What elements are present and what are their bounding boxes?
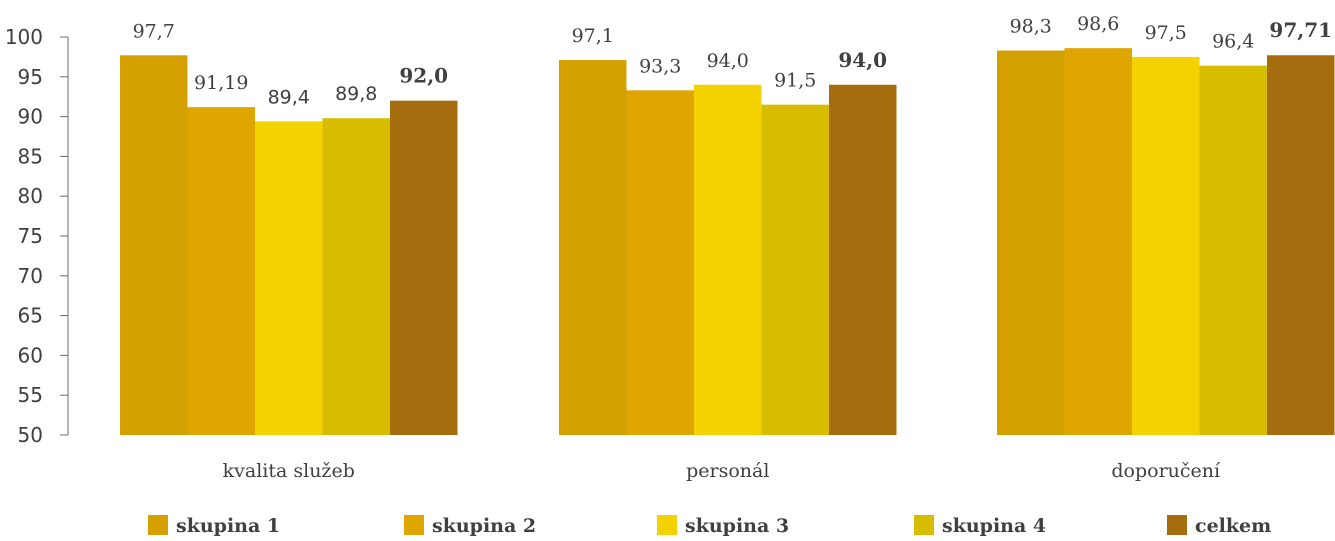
legend-label: skupina 3 bbox=[685, 515, 789, 537]
legend-label: skupina 4 bbox=[942, 515, 1046, 537]
bar bbox=[626, 90, 694, 435]
data-label: 97,5 bbox=[1145, 22, 1187, 44]
bar bbox=[1267, 55, 1335, 436]
data-label: 98,3 bbox=[1010, 16, 1052, 38]
bars bbox=[120, 48, 1335, 436]
legend-swatch bbox=[404, 515, 424, 535]
data-label: 89,4 bbox=[268, 86, 310, 108]
legend-swatch bbox=[1167, 515, 1187, 535]
legend: skupina 1 skupina 2 skupina 3 skupina 4 celk… bbox=[148, 515, 1271, 537]
data-label: 98,6 bbox=[1077, 13, 1119, 35]
y-tick-label: 55 bbox=[18, 383, 43, 407]
y-tick-label: 50 bbox=[18, 423, 43, 447]
y-tick-label: 95 bbox=[18, 65, 43, 89]
bar bbox=[1199, 65, 1267, 435]
bar bbox=[559, 60, 627, 436]
legend-label: skupina 2 bbox=[432, 515, 536, 537]
bar bbox=[1132, 56, 1200, 436]
data-label: 97,1 bbox=[572, 25, 614, 47]
category-label: kvalita služeb bbox=[223, 460, 355, 482]
bar bbox=[829, 84, 897, 435]
category-label: personál bbox=[686, 460, 769, 482]
bar bbox=[390, 100, 458, 436]
y-tick-label: 60 bbox=[18, 343, 43, 367]
y-tick-label: 90 bbox=[18, 105, 43, 129]
data-label: 91,5 bbox=[774, 70, 816, 92]
y-tick-label: 100 bbox=[5, 25, 43, 49]
legend-label: celkem bbox=[1195, 515, 1271, 537]
legend-swatch bbox=[657, 515, 677, 535]
data-label: 97,71 bbox=[1269, 18, 1332, 42]
y-tick-label: 70 bbox=[18, 264, 43, 288]
y-tick-label: 85 bbox=[18, 144, 43, 168]
bar bbox=[1064, 48, 1132, 435]
data-label: 94,0 bbox=[838, 48, 887, 72]
y-tick-label: 80 bbox=[18, 184, 43, 208]
bar bbox=[255, 121, 323, 435]
legend-swatch bbox=[148, 515, 168, 535]
data-labels: 97,7 91,19 89,4 89,8 92,0 97,1 93,3 94,0 91,5 94,… bbox=[133, 13, 1332, 108]
y-axis: 50 55 60 65 70 75 80 85 90 95 100 bbox=[5, 25, 69, 447]
bar bbox=[694, 84, 762, 435]
data-label: 93,3 bbox=[639, 55, 681, 77]
y-tick-label: 65 bbox=[18, 304, 43, 328]
data-label: 97,7 bbox=[133, 20, 175, 42]
data-label: 92,0 bbox=[399, 64, 448, 88]
legend-swatch bbox=[914, 515, 934, 535]
legend-label: skupina 1 bbox=[176, 515, 280, 537]
bar bbox=[997, 50, 1065, 435]
data-label: 94,0 bbox=[707, 50, 749, 72]
bar bbox=[322, 118, 390, 435]
bar bbox=[120, 55, 188, 436]
bar bbox=[187, 107, 255, 436]
bar bbox=[761, 104, 829, 435]
data-label: 91,19 bbox=[194, 72, 248, 94]
y-tick-label: 75 bbox=[18, 224, 43, 248]
category-label: doporučení bbox=[1111, 460, 1221, 482]
data-label: 89,8 bbox=[335, 83, 377, 105]
data-label: 96,4 bbox=[1212, 31, 1254, 53]
category-labels: kvalita služeb personál doporučení bbox=[223, 460, 1221, 482]
